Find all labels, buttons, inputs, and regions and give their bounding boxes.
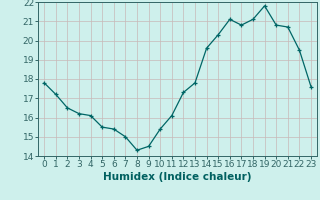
X-axis label: Humidex (Indice chaleur): Humidex (Indice chaleur) — [103, 172, 252, 182]
